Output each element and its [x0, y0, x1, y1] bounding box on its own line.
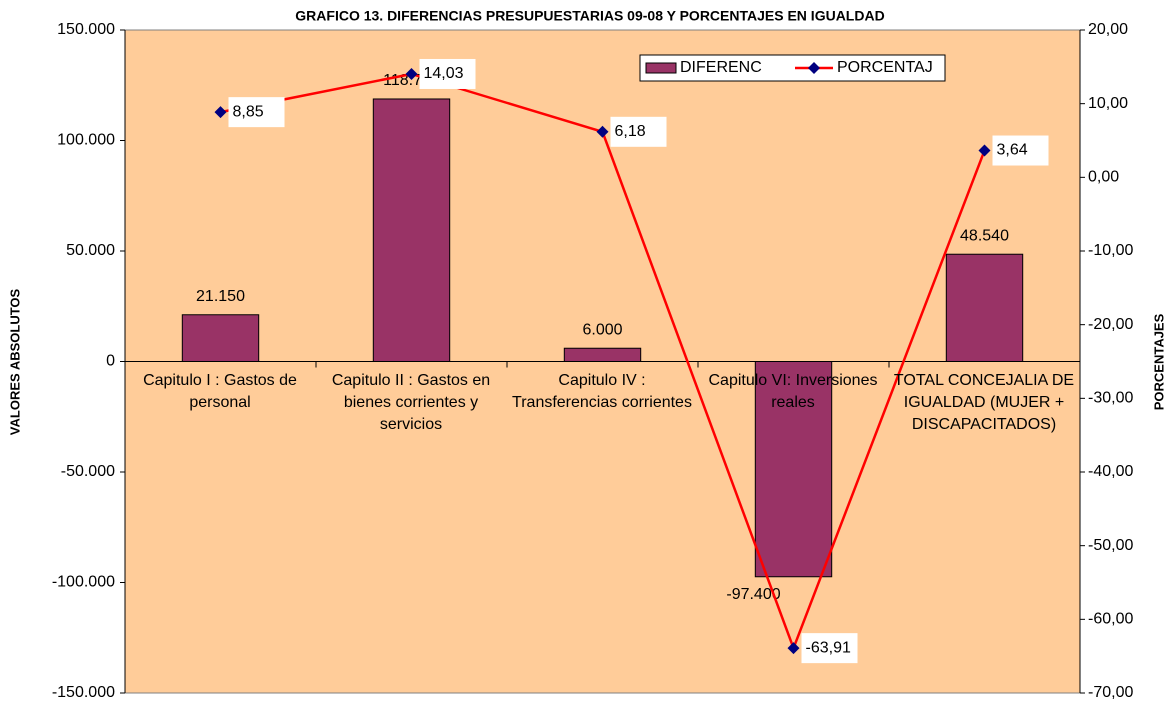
bar: [372, 98, 451, 363]
line-marker: [214, 106, 227, 119]
y-tick-label: 150.000: [57, 21, 115, 38]
x-tick-label: Capitulo II : Gastos en bienes corriente…: [331, 371, 491, 433]
legend-box: [639, 54, 946, 82]
y2-tick-label: -30,00: [1088, 390, 1133, 407]
y2-tick-label: 10,00: [1088, 95, 1128, 112]
line-marker: [596, 125, 609, 138]
line-value-label: 8,85: [233, 103, 264, 120]
x-tick-label: Capitulo VI: Inversiones reales: [708, 371, 878, 411]
label-box: [419, 58, 476, 89]
y2-tick-label: -40,00: [1088, 463, 1133, 480]
y-tick-label: 50.000: [66, 242, 115, 259]
y2-tick-label: -20,00: [1088, 316, 1133, 333]
chart-title: GRAFICO 13. DIFERENCIAS PRESUPUESTARIAS …: [295, 8, 884, 24]
bar-value-label: 21.150: [196, 288, 245, 305]
line-value-label: 6,18: [615, 123, 646, 140]
y-tick-label: -50.000: [61, 463, 115, 480]
label-box: [801, 633, 858, 664]
label-box: [228, 97, 285, 128]
bar-value-label: -97.400: [726, 586, 780, 603]
bar-value-label: 48.540: [960, 227, 1009, 244]
x-tick-label: Capitulo I : Gastos de personal: [143, 371, 297, 411]
legend-label: PORCENTAJ: [837, 59, 933, 76]
line-marker: [978, 144, 991, 157]
y-tick-label: 0: [106, 353, 115, 370]
label-box: [610, 116, 667, 147]
y-tick-label: -150.000: [52, 684, 115, 701]
y-tick-label: -100.000: [52, 574, 115, 591]
bar-value-label: 6.000: [582, 321, 622, 338]
y2-tick-label: 20,00: [1088, 21, 1128, 38]
line-marker: [787, 642, 800, 655]
y2-tick-label: 0,00: [1088, 169, 1119, 186]
x-tick-label: TOTAL CONCEJALIA DE IGUALDAD (MUJER + DI…: [893, 371, 1075, 433]
y2-tick-label: -50,00: [1088, 537, 1133, 554]
y2-tick-label: -10,00: [1088, 242, 1133, 259]
line-value-label: 3,64: [997, 142, 1028, 159]
y2-tick-label: -70,00: [1088, 684, 1133, 701]
legend-label: DIFERENC: [680, 59, 762, 76]
y2-tick-label: -60,00: [1088, 611, 1133, 628]
bar: [754, 361, 833, 578]
x-tick-label: Capitulo IV : Transferencias corrientes: [512, 371, 692, 411]
y-tick-label: 100.000: [57, 132, 115, 149]
y-axis-label: VALORES ABSOLUTOS: [7, 288, 22, 435]
legend-swatch: [645, 62, 677, 74]
line-value-label: -63,91: [806, 639, 851, 656]
legend-marker: [808, 62, 820, 74]
line-marker: [405, 67, 418, 80]
y2-axis-label: PORCENTAJES: [1151, 313, 1166, 410]
bar: [181, 314, 260, 363]
bar: [563, 347, 642, 362]
bar: [945, 253, 1024, 362]
label-box: [992, 135, 1049, 166]
line-value-label: 14,03: [424, 65, 464, 82]
